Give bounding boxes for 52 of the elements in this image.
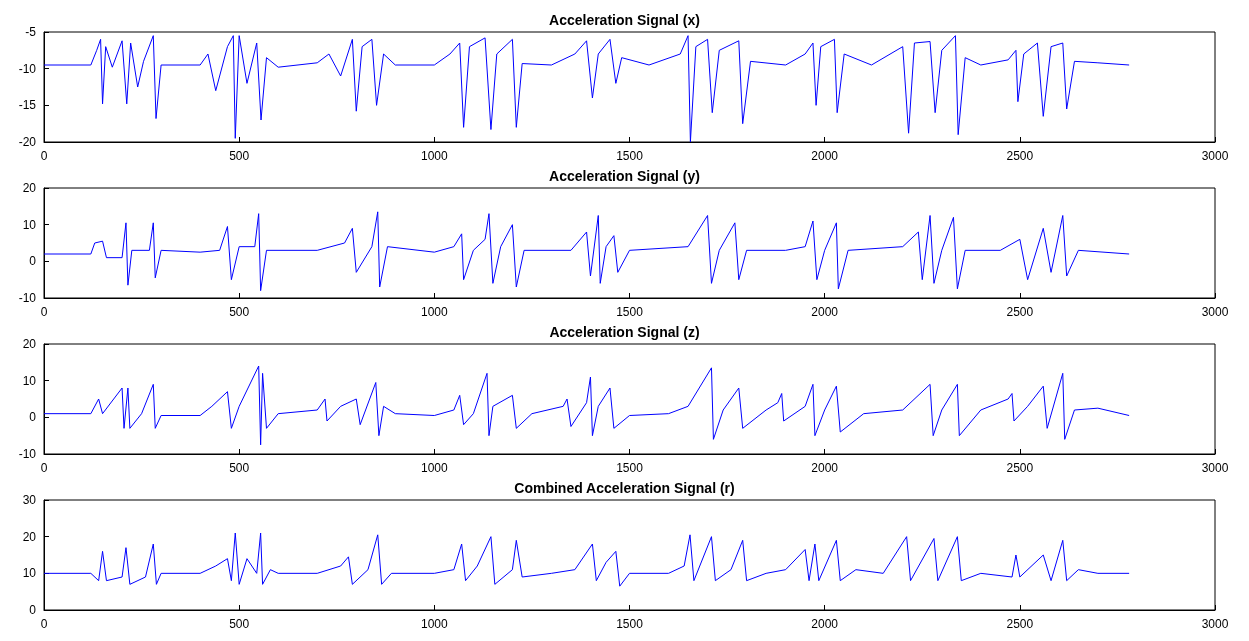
x-tick-label: 3000 bbox=[1201, 149, 1229, 163]
x-tick-label: 3000 bbox=[1201, 617, 1229, 631]
x-tick-label: 2000 bbox=[811, 149, 839, 163]
x-tick-label: 500 bbox=[229, 149, 250, 163]
x-tick-label: 1500 bbox=[616, 305, 644, 319]
x-tick-label: 2500 bbox=[1006, 149, 1034, 163]
x-tick-label: 1000 bbox=[420, 461, 448, 475]
y-tick-label: -10 bbox=[18, 61, 37, 76]
x-tick-label: 1500 bbox=[616, 461, 644, 475]
x-tick-label: 0 bbox=[40, 617, 48, 631]
x-tick-label: 500 bbox=[229, 617, 250, 631]
line-series bbox=[43, 35, 1130, 143]
x-tick-label: 2000 bbox=[811, 617, 839, 631]
y-tick-label: 20 bbox=[22, 181, 37, 195]
x-tick-label: 2500 bbox=[1006, 617, 1034, 631]
x-tick-label: 1000 bbox=[420, 305, 448, 319]
x-tick-label: 2000 bbox=[811, 461, 839, 475]
x-tick-label: 500 bbox=[229, 305, 250, 319]
x-tick-label: 0 bbox=[40, 149, 48, 163]
chart-title: Acceleration Signal (x) bbox=[549, 12, 700, 28]
y-tick-label: 0 bbox=[29, 603, 37, 617]
y-tick-label: 10 bbox=[22, 566, 37, 581]
y-tick-label: 0 bbox=[29, 410, 37, 425]
y-tick-label: -10 bbox=[18, 291, 37, 305]
line-series bbox=[43, 211, 1130, 292]
y-tick-label: -20 bbox=[18, 135, 37, 149]
x-tick-label: 1000 bbox=[420, 149, 448, 163]
chart-title: Acceleration Signal (z) bbox=[549, 324, 700, 340]
x-tick-label: 1000 bbox=[420, 617, 448, 631]
y-tick-label: 20 bbox=[22, 337, 37, 351]
y-tick-label: -15 bbox=[18, 98, 37, 113]
y-tick-label: -10 bbox=[18, 447, 37, 461]
x-tick-label: 3000 bbox=[1201, 305, 1229, 319]
y-tick-label: 10 bbox=[22, 217, 37, 232]
y-tick-label: 20 bbox=[22, 529, 37, 544]
y-tick-label: -5 bbox=[25, 25, 37, 39]
y-tick-label: 30 bbox=[22, 493, 37, 507]
x-tick-label: 2500 bbox=[1006, 305, 1034, 319]
x-tick-label: 0 bbox=[40, 305, 48, 319]
x-tick-label: 2000 bbox=[811, 305, 839, 319]
x-tick-label: 1500 bbox=[616, 617, 644, 631]
y-tick-label: 0 bbox=[29, 254, 37, 269]
line-series bbox=[43, 365, 1130, 446]
chart-title: Combined Acceleration Signal (r) bbox=[514, 480, 735, 496]
x-tick-label: 0 bbox=[40, 461, 48, 475]
chart-title: Acceleration Signal (y) bbox=[549, 168, 700, 184]
x-tick-label: 500 bbox=[229, 461, 250, 475]
line-series bbox=[43, 532, 1130, 587]
x-tick-label: 3000 bbox=[1201, 461, 1229, 475]
y-tick-label: 10 bbox=[22, 373, 37, 388]
x-tick-label: 1500 bbox=[616, 149, 644, 163]
x-tick-label: 2500 bbox=[1006, 461, 1034, 475]
